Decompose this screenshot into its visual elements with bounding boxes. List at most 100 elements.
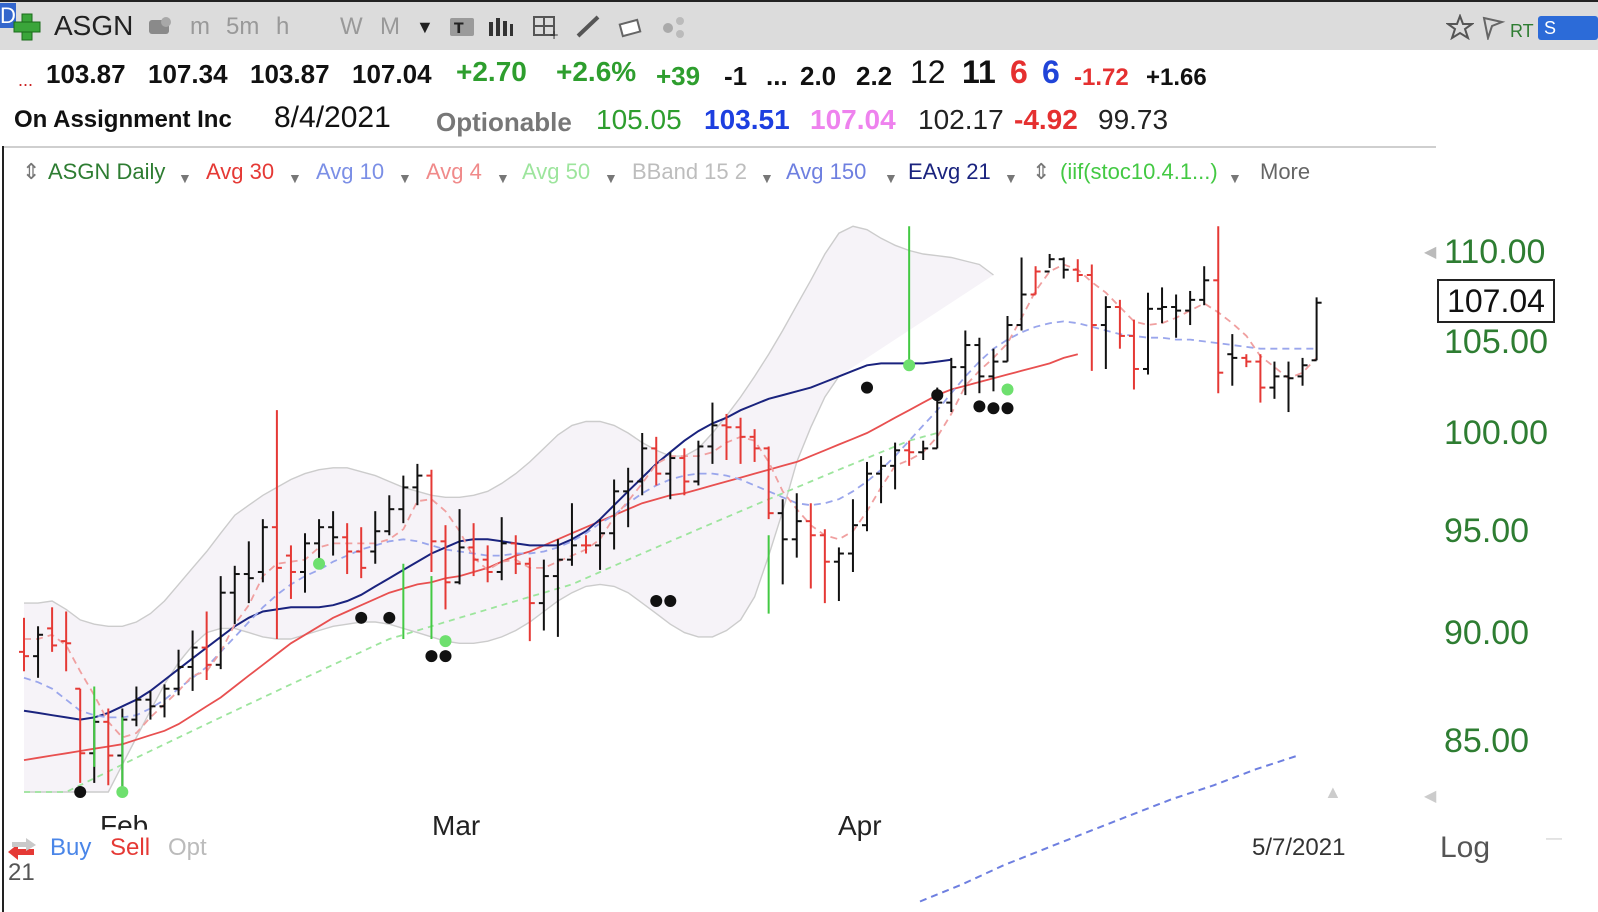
chart-settings-icon[interactable] [146,14,174,40]
study-avg10[interactable]: Avg 10 [316,159,385,184]
add-symbol-icon[interactable] [12,12,42,42]
realtime-indicator: RT [1510,21,1534,41]
interval-mo[interactable]: M [380,13,400,40]
reorder-handle-2-icon[interactable]: ⇕ [1032,159,1051,184]
ohlc-bar [271,410,282,640]
study-avg30-dropdown-icon[interactable]: ▼ [288,170,302,186]
study-avg4-dropdown-icon[interactable]: ▼ [496,170,510,186]
chart-type-icon[interactable]: T [448,14,476,40]
ohlc-bar [665,452,676,500]
flag-icon[interactable] [1480,14,1508,40]
ohlc-bar [201,611,212,680]
signal-dot-black [973,400,986,413]
study-avg10-dropdown-icon[interactable]: ▼ [398,170,412,186]
study-eavg21[interactable]: EAvg 21 [908,159,991,184]
study-stochastic-dropdown-icon[interactable]: ▼ [1228,170,1242,186]
buy-button[interactable]: Buy [50,834,92,861]
ohlc-bar [1157,287,1168,324]
interval-d[interactable]: D [0,3,16,28]
ohlc-bar [159,684,170,718]
ohlc-bar [1171,294,1182,338]
ohlc-bar [1283,361,1294,413]
interval-w[interactable]: W [340,13,363,40]
scroll-up-icon[interactable]: ▲ [1324,782,1342,802]
price-label-85: 85.00 [1444,722,1530,760]
bar-chart-icon[interactable] [486,14,514,40]
ohlc-bar [833,547,844,602]
quote-stat-2: -1 [724,61,748,91]
reorder-handle-icon[interactable]: ⇕ [22,159,41,184]
ohlc-bar [1086,264,1097,371]
ohlc-bar [890,442,901,490]
study-avg50[interactable]: Avg 50 [522,159,591,184]
ohlc-bar [777,499,788,585]
quote-stat-3: ... [766,61,788,91]
ohlc-bar [61,611,72,672]
ohlc-bar [1311,297,1322,362]
corner-resize-icon[interactable]: — [1546,830,1562,847]
share-icon[interactable] [660,14,688,40]
interval-h[interactable]: h [276,13,290,40]
ohlc-bar [637,433,648,496]
ohlc-bar [946,357,957,413]
quote-stat-1: +39 [656,61,701,91]
study-stochastic[interactable]: (iif(stoc10.4.1...) [1060,159,1218,184]
price-change: +2.70 [456,56,527,87]
study-avg30[interactable]: Avg 30 [206,159,275,184]
ohlc-bar [342,523,353,575]
ohlc-bar [791,493,802,558]
quote-stat-10: -1.72 [1074,64,1129,91]
ohlc-bar [47,607,58,652]
ohlc-bar [412,463,423,506]
signal-dot-green [1001,383,1014,396]
streaming-badge[interactable]: S [1538,16,1598,40]
options-button[interactable]: Opt [168,834,207,861]
pencil-icon[interactable] [574,14,602,40]
symbol-field[interactable]: ASGN [54,10,134,41]
signal-dot-black [1001,402,1014,415]
study-bband[interactable]: BBand 15 2 [632,159,747,184]
ohlc-bar [482,545,493,583]
ohlc-bar [651,436,662,486]
quote-stat-4: 2.0 [800,61,837,91]
interval-dropdown-icon[interactable]: ▼ [416,17,434,37]
ohlc-bar [257,519,268,583]
avg30-line [23,353,1079,761]
study-avg150[interactable]: Avg 150 [786,159,867,184]
ohlc-bar [215,576,226,670]
ohlc-bar [862,461,872,532]
interval-5m[interactable]: 5m [226,13,260,40]
interval-m[interactable]: m [190,13,210,40]
end-date-label: 5/7/2021 [1252,834,1346,861]
signal-dot-black [425,650,438,663]
signal-dot-black [355,611,368,624]
buy-sell-arrows-icon[interactable] [6,836,38,862]
star-icon[interactable] [1446,14,1474,40]
price-label-110: 110.00 [1444,233,1546,271]
signal-dot-black [931,389,944,402]
study-eavg21-dropdown-icon[interactable]: ▼ [1004,170,1018,186]
scroll-left-icon[interactable]: ◀ [1424,788,1437,805]
ohlc-bar [974,337,985,394]
study-asgn-daily[interactable]: ASGN Daily [48,159,166,184]
ohlc-bar [552,539,563,637]
study-avg50-dropdown-icon[interactable]: ▼ [604,170,618,186]
study-avg4[interactable]: Avg 4 [426,159,482,184]
more-studies-button[interactable]: More [1260,159,1311,184]
ohlc-bar [1227,334,1238,386]
ohlc-bar [145,690,156,720]
eraser-icon[interactable] [618,14,646,40]
signal-dot-green [313,557,326,570]
ohlc-bar [805,503,816,589]
chart-toolbar: ASGN m 5m h D W M ▼ T + RT S [0,0,1598,50]
study-avg150-dropdown-icon[interactable]: ▼ [884,170,898,186]
ohlc-bar [356,527,367,579]
study-bband-dropdown-icon[interactable]: ▼ [760,170,774,186]
study-asgn-daily-dropdown-icon[interactable]: ▼ [178,170,192,186]
ohlc-bar [243,541,254,604]
grid-icon[interactable]: + [532,14,560,40]
log-scale-toggle[interactable]: Log [1440,831,1491,864]
sell-button[interactable]: Sell [110,834,151,861]
ohlc-bar [1030,266,1041,296]
